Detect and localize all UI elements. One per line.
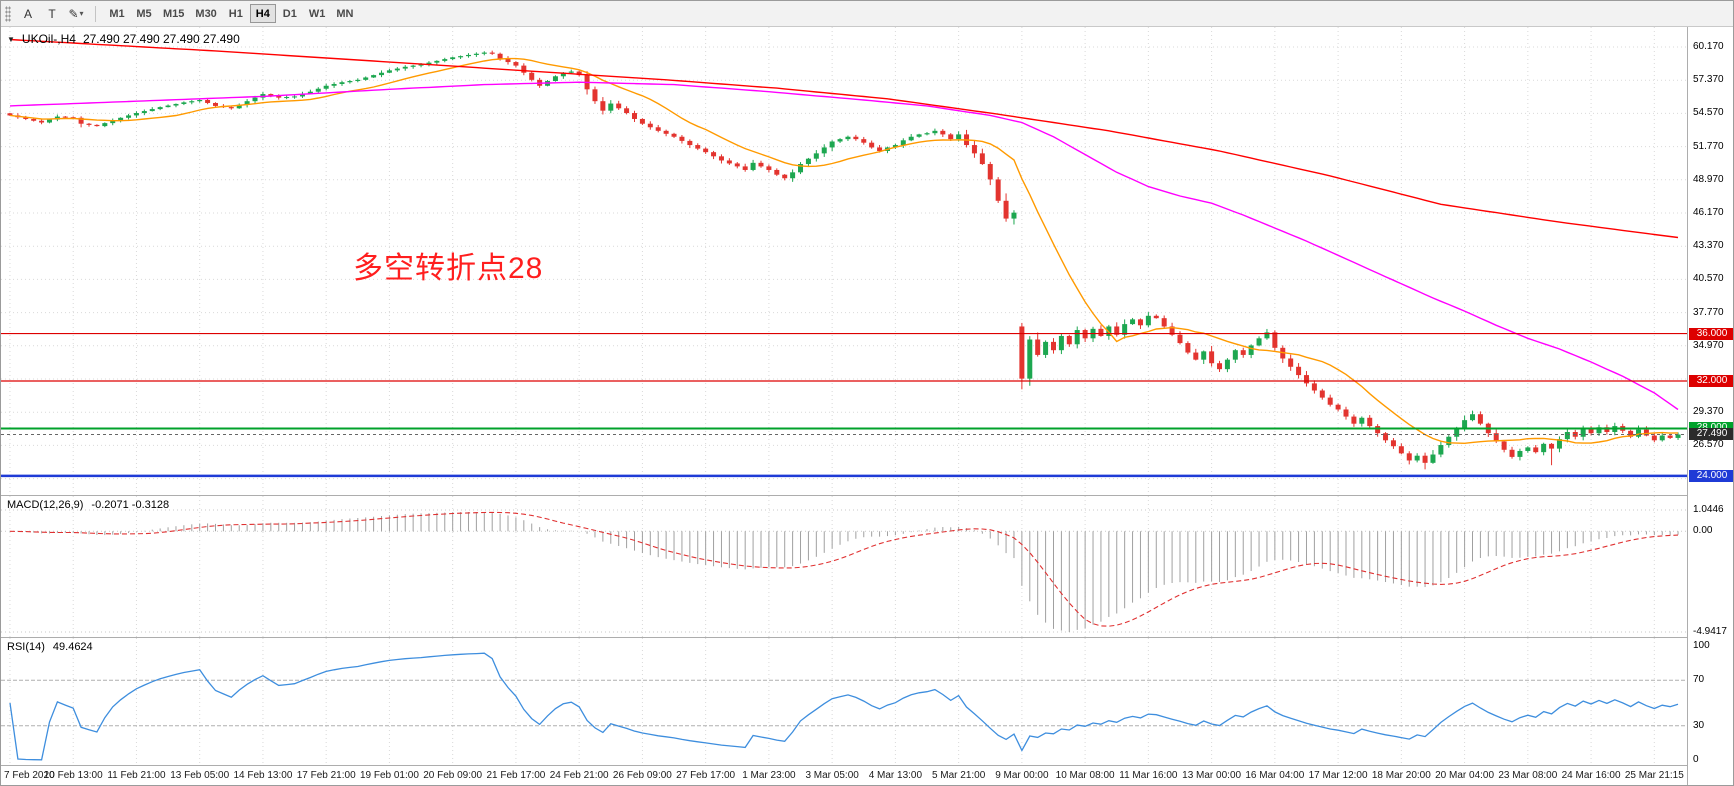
draw-tool-button[interactable]: ✎ ▾	[65, 4, 87, 24]
timeframe-button-h1[interactable]: H1	[228, 7, 243, 20]
arrow-tool-icon: A	[23, 6, 32, 21]
toolbar-separator	[95, 5, 96, 22]
rsi-panel[interactable]: RSI(14) 49.4624	[1, 637, 1687, 765]
rsi-chart[interactable]	[1, 638, 1687, 765]
timeframe-button-m15[interactable]: M15	[163, 7, 185, 20]
time-axis-label: 11 Mar 16:00	[1119, 770, 1178, 781]
price-level-box: 36.000	[1689, 327, 1733, 340]
rsi-axis-label: 30	[1693, 719, 1705, 731]
timeframe-button-m30[interactable]: M30	[195, 7, 217, 20]
timeframe-button-m5[interactable]: M5	[136, 7, 152, 20]
macd-axis-label: -4.9417	[1693, 626, 1727, 637]
time-axis-label: 27 Feb 17:00	[676, 770, 736, 781]
main-chart-panel[interactable]: ▼ UKOil-,H4 27.490 27.490 27.490 27.490 …	[1, 27, 1687, 495]
time-axis-label: 17 Feb 21:00	[296, 770, 356, 781]
toolbar: A T ✎ ▾ M1 M5 M15 M30 H1 H4 D1 W1 MN	[1, 1, 1733, 27]
time-axis-label: 16 Mar 04:00	[1245, 770, 1305, 781]
timeframe-button-h4[interactable]: H4	[249, 4, 276, 23]
price-axis-label: 40.570	[1693, 273, 1724, 285]
toolbar-tools: A T ✎ ▾	[5, 4, 87, 24]
time-axis-label: 20 Feb 09:00	[423, 770, 483, 781]
price-axis-label: 46.170	[1693, 207, 1724, 218]
rsi-axis-label: 100	[1693, 640, 1710, 651]
price-axis-label: 48.970	[1693, 173, 1724, 185]
time-axis-label: 14 Feb 13:00	[233, 770, 293, 781]
toolbar-grip-icon	[5, 5, 11, 22]
macd-label: MACD(12,26,9)	[7, 499, 84, 511]
macd-chart[interactable]	[1, 496, 1687, 637]
macd-values: -0.2071 -0.3128	[91, 499, 170, 511]
candlestick-chart[interactable]	[1, 27, 1687, 495]
rsi-panel-label: RSI(14) 49.4624	[7, 641, 93, 653]
collapse-arrow-icon[interactable]: ▼	[7, 34, 15, 44]
time-axis-label: 17 Mar 12:00	[1308, 770, 1368, 781]
price-axis-label: 51.770	[1693, 140, 1724, 152]
time-axis-label: 24 Feb 21:00	[549, 770, 609, 781]
macd-axis-label: 1.0446	[1693, 504, 1724, 515]
time-axis-label: 3 Mar 05:00	[805, 770, 859, 781]
timeframe-bar: M1 M5 M15 M30 H1 H4 D1 W1 MN	[104, 4, 359, 23]
current-price-box: 27.490	[1689, 428, 1733, 441]
time-axis-label: 13 Mar 00:00	[1182, 770, 1242, 781]
time-axis-label: 26 Feb 09:00	[612, 770, 672, 781]
price-axis-label: 37.770	[1693, 306, 1724, 318]
price-axis-label: 34.970	[1693, 339, 1724, 351]
price-axis-label: 26.570	[1693, 439, 1724, 451]
time-axis-label: 13 Feb 05:00	[170, 770, 230, 781]
price-axis-label: 60.170	[1693, 41, 1724, 52]
text-tool-button[interactable]: T	[41, 4, 63, 24]
time-axis-label: 5 Mar 21:00	[931, 770, 986, 781]
time-axis-label: 20 Mar 04:00	[1435, 770, 1495, 781]
draw-tool-icon: ✎	[68, 6, 79, 21]
timeframe-button-w1[interactable]: W1	[308, 7, 326, 20]
macd-axis-label: 0.00	[1693, 525, 1713, 537]
time-axis-label: 18 Mar 20:00	[1371, 770, 1431, 781]
timeframe-button-d1[interactable]: D1	[282, 7, 297, 20]
chart-annotation-text[interactable]: 多空转折点28	[353, 252, 544, 285]
timeframe-button-m1[interactable]: M1	[109, 7, 125, 20]
macd-panel[interactable]: MACD(12,26,9) -0.2071 -0.3128	[1, 495, 1687, 637]
price-axis-label: 29.370	[1693, 406, 1724, 418]
rsi-axis-label: 70	[1693, 674, 1705, 686]
time-axis-label: 24 Mar 16:00	[1561, 770, 1621, 781]
time-axis[interactable]: 7 Feb 2020 10 Feb 13:00 11 Feb 21:00 13 Feb…	[1, 765, 1687, 785]
text-tool-icon: T	[48, 6, 56, 21]
time-axis-label: 9 Mar 00:00	[995, 770, 1049, 781]
time-axis-label: 21 Feb 17:00	[486, 770, 546, 781]
rsi-value: 49.4624	[52, 641, 93, 653]
time-axis-label: 10 Feb 13:00	[43, 770, 103, 781]
time-axis-label: 25 Mar 21:15	[1624, 770, 1684, 781]
time-axis-label: 1 Mar 23:00	[742, 770, 796, 781]
price-axis-label: 57.370	[1693, 74, 1724, 86]
price-axis[interactable]: 60.170 57.370 54.570 51.770 48.970 46.170 43.3…	[1687, 27, 1733, 785]
symbol-period-label: UKOil-,H4	[21, 32, 76, 46]
chart-title: ▼ UKOil-,H4 27.490 27.490 27.490 27.490	[7, 32, 240, 46]
price-level-box: 24.000	[1689, 469, 1733, 482]
arrow-tool-button[interactable]: A	[17, 4, 39, 24]
ohlc-readout: 27.490 27.490 27.490 27.490	[82, 32, 240, 46]
time-axis-label: 10 Mar 08:00	[1055, 770, 1115, 781]
time-axis-label: 4 Mar 13:00	[868, 770, 923, 781]
dropdown-caret-icon: ▾	[79, 9, 84, 18]
price-level-box: 32.000	[1689, 375, 1733, 388]
price-axis-label: 54.570	[1693, 107, 1724, 119]
rsi-axis-label: 0	[1693, 754, 1699, 765]
time-axis-label: 23 Mar 08:00	[1498, 770, 1558, 781]
price-axis-label: 43.370	[1693, 240, 1724, 252]
time-axis-label: 11 Feb 21:00	[107, 770, 166, 781]
time-axis-label: 19 Feb 01:00	[359, 770, 419, 781]
timeframe-button-mn[interactable]: MN	[336, 7, 354, 20]
time-axis-label: 7 Feb 2020	[4, 770, 55, 781]
rsi-label: RSI(14)	[7, 641, 45, 653]
macd-panel-label: MACD(12,26,9) -0.2071 -0.3128	[7, 499, 169, 511]
